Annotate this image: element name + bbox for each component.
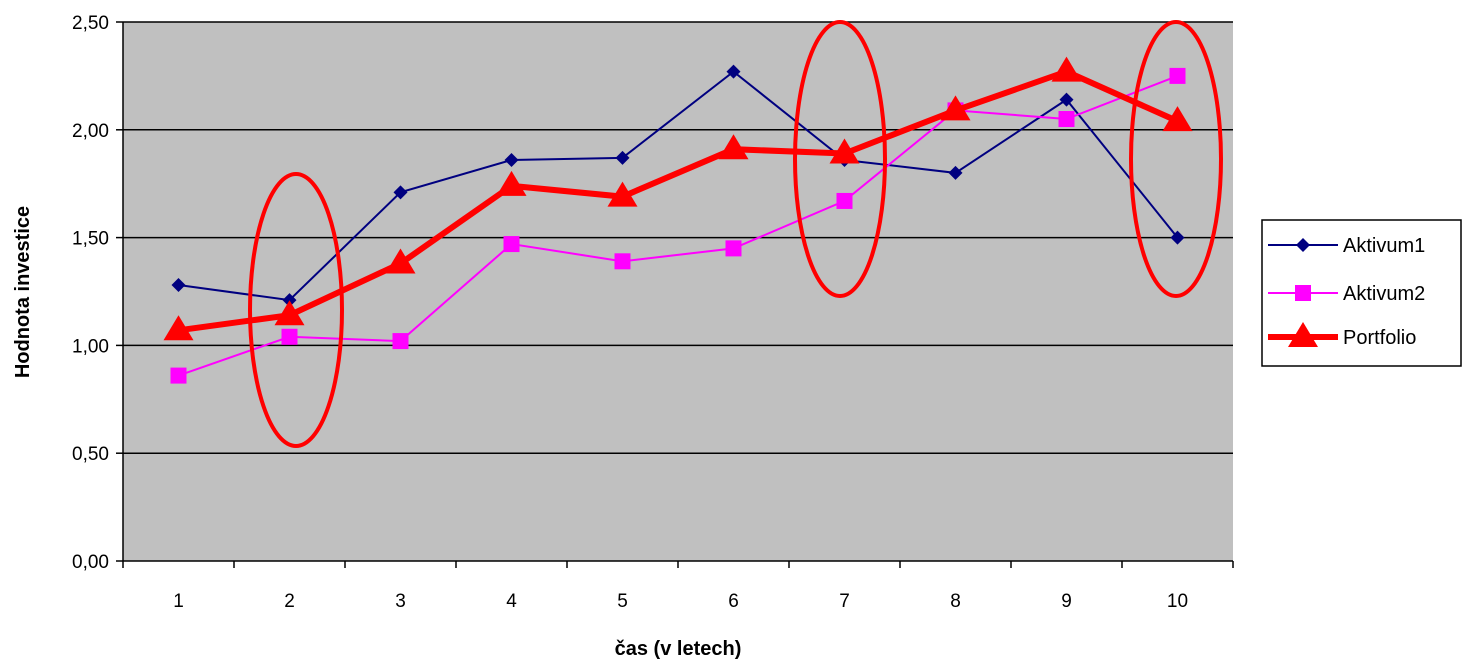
data-point (725, 240, 742, 257)
legend-label: Aktivum1 (1343, 235, 1425, 257)
y-tick-label: 1,00 (72, 336, 109, 357)
data-point (1051, 56, 1082, 82)
y-tick-label: 0,00 (72, 552, 109, 573)
data-point (496, 170, 527, 196)
data-point (392, 333, 409, 350)
data-point (718, 134, 749, 160)
series-layer (163, 56, 1193, 384)
y-tick-labels: 0,00 0,50 1,00 1,50 2,00 2,50 (72, 13, 109, 573)
data-point (281, 328, 298, 345)
data-point (393, 185, 408, 200)
legend-marker (1295, 285, 1311, 301)
data-point (726, 64, 741, 79)
x-tick-label: 6 (728, 591, 739, 612)
series-aktivum2 (170, 67, 1186, 384)
data-point (615, 150, 630, 165)
data-point (385, 248, 416, 274)
data-point (1059, 92, 1074, 107)
x-axis-title: čas (v letech) (615, 638, 742, 660)
data-point (1169, 67, 1186, 84)
highlight-ellipse (793, 20, 887, 298)
data-point (614, 253, 631, 270)
legend-items: Aktivum1 Aktivum2 Portfolio (1268, 235, 1425, 349)
data-point (1058, 111, 1075, 128)
data-point (504, 152, 519, 167)
x-tick-label: 10 (1167, 591, 1188, 612)
x-tick-label: 1 (173, 591, 184, 612)
x-tick-label: 8 (950, 591, 961, 612)
series-portfolio (163, 56, 1193, 341)
data-point (1162, 106, 1193, 132)
y-tick-label: 2,00 (72, 121, 109, 142)
y-tick-label: 2,50 (72, 13, 109, 34)
axes (116, 21, 1234, 568)
x-tick-label: 2 (284, 591, 295, 612)
data-point (940, 95, 971, 121)
x-tick-label: 9 (1061, 591, 1072, 612)
y-tick-label: 1,50 (72, 229, 109, 250)
highlight-ellipse (248, 172, 344, 448)
x-tick-label: 4 (506, 591, 517, 612)
data-point (1170, 230, 1185, 245)
y-tick-label: 0,50 (72, 444, 109, 465)
legend-label: Aktivum2 (1343, 283, 1425, 305)
legend-marker (1296, 238, 1310, 252)
data-point (163, 315, 194, 341)
series-line (178, 70, 1179, 302)
highlight-ellipse (1129, 20, 1223, 298)
y-axis-title: Hodnota investice (12, 206, 34, 378)
x-tick-label: 7 (839, 591, 850, 612)
data-point (170, 367, 187, 384)
series-line (178, 74, 1178, 377)
gridlines (123, 21, 1233, 454)
data-point (607, 181, 638, 207)
x-tick-label: 3 (395, 591, 406, 612)
data-point (948, 165, 963, 180)
legend-marker (1288, 322, 1318, 347)
highlight-ellipses (248, 20, 1223, 448)
data-point (282, 293, 297, 308)
data-point (829, 138, 860, 164)
legend-label: Portfolio (1343, 327, 1416, 349)
series-line (178, 68, 1179, 334)
data-point (171, 278, 186, 293)
legend: Aktivum1 Aktivum2 Portfolio (1261, 219, 1462, 367)
x-tick-labels: 1 2 3 4 5 6 7 8 9 10 (173, 591, 1188, 612)
data-point (503, 236, 520, 253)
x-tick-label: 5 (617, 591, 628, 612)
data-point (274, 300, 305, 326)
data-point (836, 192, 853, 209)
